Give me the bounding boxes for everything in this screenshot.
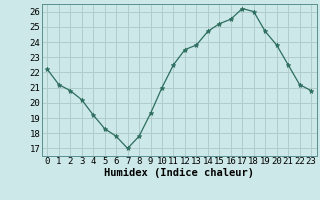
- X-axis label: Humidex (Indice chaleur): Humidex (Indice chaleur): [104, 168, 254, 178]
